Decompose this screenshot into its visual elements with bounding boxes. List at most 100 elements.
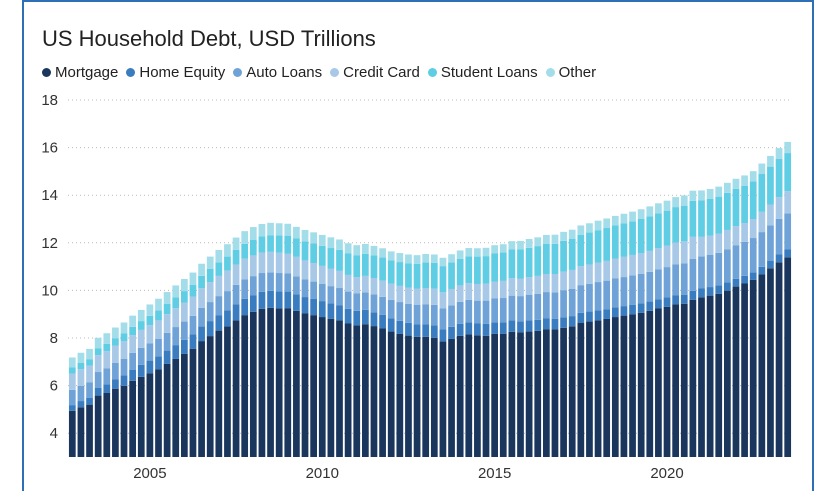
bar-segment-student-loans [77, 362, 85, 370]
bar-segment-other [689, 190, 697, 201]
bar-segment-student-loans [344, 253, 352, 275]
bar-segment-credit-card [120, 341, 128, 359]
bar-segment-student-loans [422, 262, 430, 289]
bar-segment-home-equity [336, 305, 343, 321]
bar-segment-other [465, 248, 473, 257]
bar-segment-student-loans [146, 315, 154, 326]
bar-segment-other [758, 163, 766, 175]
legend-item: Auto Loans [233, 64, 322, 81]
bar-segment-other [146, 304, 154, 316]
bar-segment-home-equity [310, 298, 317, 316]
bar-segment-home-equity [94, 387, 102, 396]
bar-segment-mortgage [646, 310, 654, 457]
bar-segment-other [637, 209, 645, 219]
bar-segment-student-loans [232, 249, 240, 265]
bar-segment-student-loans [129, 326, 136, 336]
bar-segment-home-equity [637, 303, 645, 313]
bar-segment-credit-card [413, 288, 421, 305]
bar-segment-credit-card [560, 271, 567, 291]
bar-segment-home-equity [655, 299, 662, 309]
bar-segment-credit-card [663, 245, 671, 268]
bar-segment-student-loans [430, 262, 438, 289]
bar-segment-credit-card [301, 260, 309, 280]
bar-segment-home-equity [611, 307, 619, 318]
bar-segment-mortgage [551, 329, 559, 457]
bar-segment-mortgage [275, 308, 283, 457]
bar-segment-auto-loans [267, 272, 274, 291]
bar-segment-home-equity [534, 319, 542, 331]
bar-segment-credit-card [215, 275, 223, 297]
bar-segment-other [94, 337, 102, 349]
bar-segment-credit-card [672, 242, 679, 265]
bar-segment-credit-card [439, 292, 447, 309]
bar-segment-auto-loans [258, 273, 266, 292]
bar-segment-mortgage [267, 307, 274, 457]
bar-segment-student-loans [267, 235, 274, 252]
bar-segment-home-equity [577, 312, 585, 323]
bar-segment-student-loans [611, 225, 619, 259]
bar-segment-other [172, 285, 180, 298]
bar-segment-mortgage [560, 327, 567, 457]
bar-segment-auto-loans [163, 332, 171, 351]
bar-segment-home-equity [275, 291, 283, 309]
bar-segment-mortgage [474, 335, 481, 457]
bar-segment-student-loans [327, 248, 335, 269]
bar-segment-home-equity [603, 309, 611, 319]
bar-segment-auto-loans [655, 269, 662, 300]
bar-segment-credit-card [129, 335, 136, 353]
legend-item: Mortgage [42, 64, 118, 81]
bar-segment-home-equity [362, 309, 369, 325]
bar-segment-home-equity [698, 288, 705, 298]
bar-segment-credit-card [603, 260, 611, 281]
y-tick-label: 12 [41, 235, 58, 252]
bar-segment-other [267, 222, 274, 236]
bar-segment-credit-card [715, 233, 723, 253]
bar-segment-home-equity [543, 318, 550, 330]
bar-segment-auto-loans [413, 304, 421, 325]
bar-segment-mortgage [241, 315, 249, 457]
bar-segment-mortgage [301, 313, 309, 457]
bar-segment-credit-card [594, 262, 602, 283]
bar-segment-home-equity [224, 310, 231, 327]
bar-segment-auto-loans [456, 301, 464, 324]
x-tick-label: 2005 [133, 465, 166, 482]
bar-segment-mortgage [689, 299, 697, 457]
bar-segment-home-equity [560, 317, 567, 328]
bar-segment-other [413, 255, 421, 264]
bar-segment-other [603, 218, 611, 229]
bar-segment-credit-card [370, 278, 378, 295]
bar-segment-mortgage [543, 329, 550, 457]
bar-segment-other [698, 190, 705, 201]
bar-segment-other [525, 238, 533, 248]
bar-segment-credit-card [732, 226, 740, 246]
bar-segment-mortgage [103, 392, 111, 457]
bar-segment-credit-card [336, 270, 343, 289]
bar-segment-mortgage [568, 326, 576, 457]
bar-segment-auto-loans [620, 277, 628, 307]
bar-segment-home-equity [663, 297, 671, 307]
bar-segment-auto-loans [86, 382, 93, 398]
bar-segment-home-equity [137, 364, 145, 377]
bar-segment-other [491, 245, 498, 254]
bar-segment-mortgage [249, 311, 257, 457]
bar-segment-other [586, 223, 593, 233]
bar-segment-home-equity [517, 321, 524, 333]
bar-segment-mortgage [491, 333, 498, 457]
legend-swatch [126, 68, 136, 77]
bar-segment-mortgage [672, 304, 679, 457]
bar-segment-auto-loans [448, 305, 455, 327]
bar-segment-credit-card [534, 275, 542, 294]
bar-segment-credit-card [568, 269, 576, 289]
bar-segment-mortgage [448, 338, 455, 457]
bar-segment-credit-card [741, 223, 748, 242]
bar-segment-credit-card [241, 258, 249, 280]
bar-segment-auto-loans [715, 252, 723, 286]
bar-segment-other [474, 248, 481, 257]
bar-segment-credit-card [112, 345, 119, 363]
bar-segment-student-loans [396, 262, 404, 286]
bar-segment-student-loans [655, 213, 662, 249]
bar-segment-student-loans [715, 196, 723, 234]
bar-segment-student-loans [465, 256, 473, 284]
bar-segment-student-loans [120, 333, 128, 342]
